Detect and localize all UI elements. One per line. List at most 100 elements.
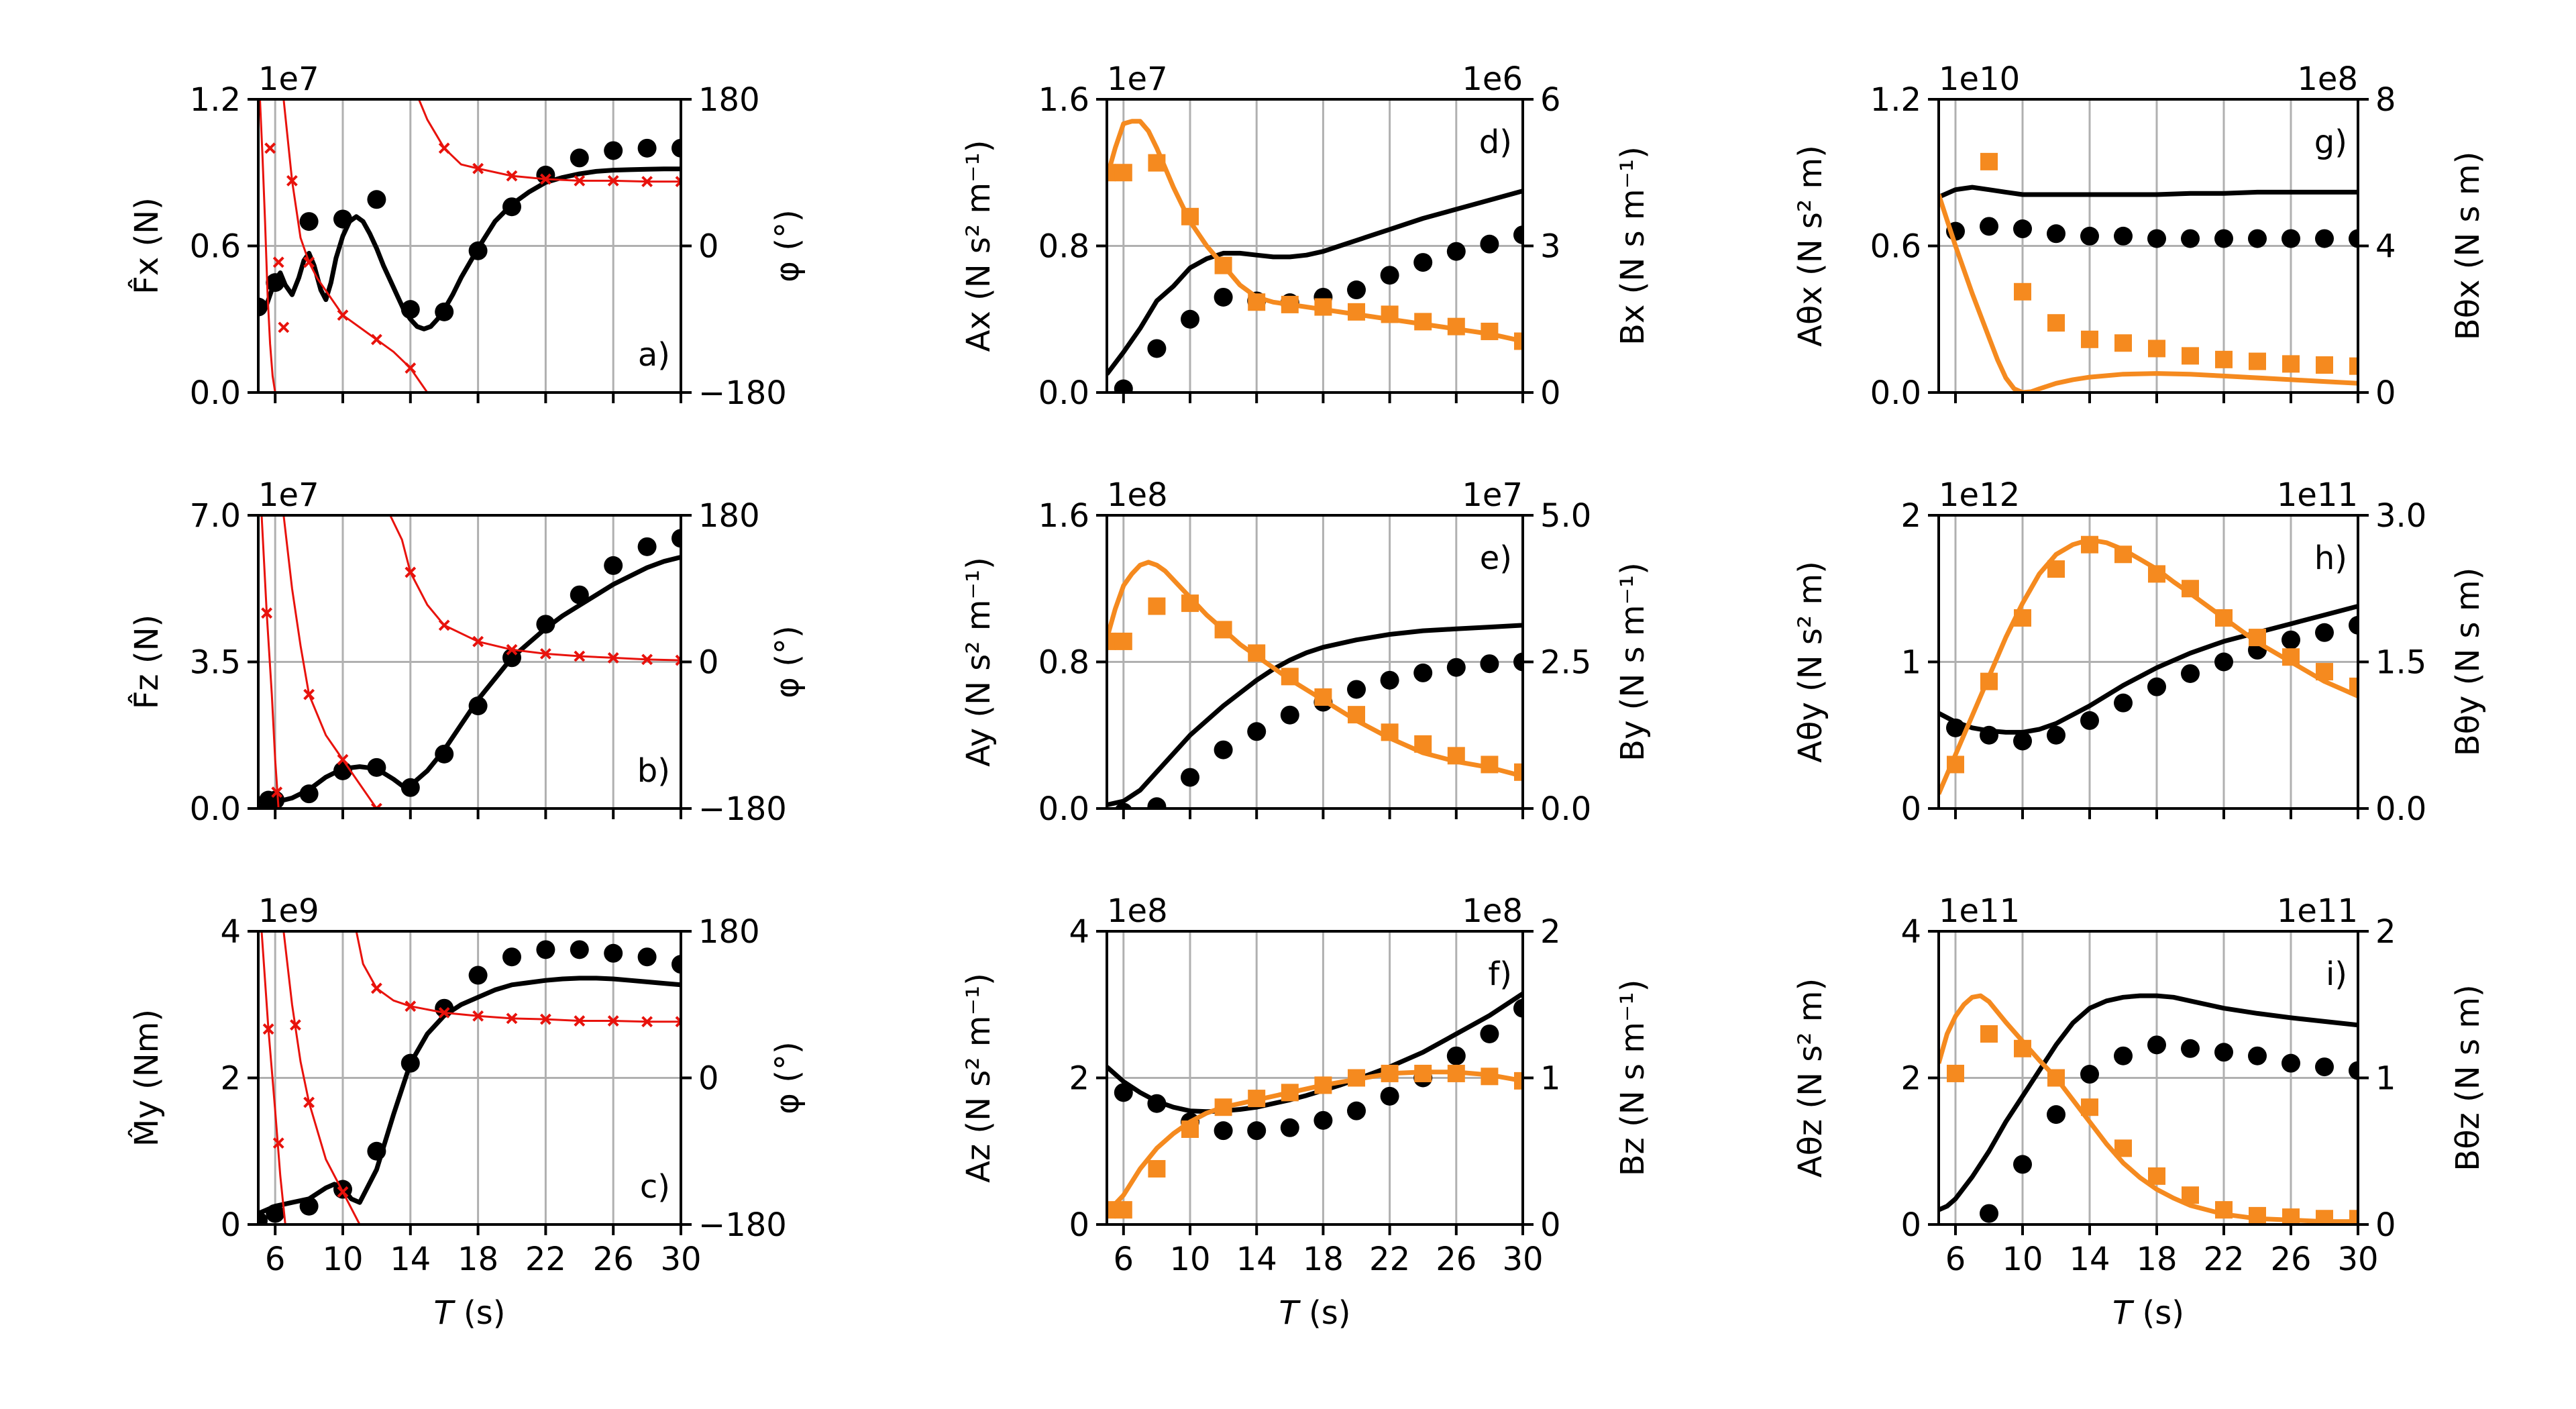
series-line [1107, 189, 1523, 376]
data-point [2114, 226, 2133, 246]
phase-marker [539, 1013, 551, 1025]
series-line [1107, 623, 1523, 807]
y2-tick-label: 1.5 [2375, 644, 2426, 682]
data-point [367, 190, 386, 209]
x-tick-label: 22 [2203, 1241, 2244, 1278]
y-axis-label: Aθx (N s² m) [1792, 145, 1829, 347]
data-point [1947, 1064, 1964, 1082]
data-point [1247, 1121, 1267, 1141]
data-point [604, 943, 623, 963]
panel-i [1928, 930, 2369, 1235]
data-point [1248, 293, 1266, 311]
right-offset-label: 1e11 [2277, 476, 2358, 514]
data-point [672, 955, 681, 974]
y2-tick-label: −180 [698, 790, 787, 828]
series-line [1939, 604, 2358, 735]
y-tick-label: 1 [1900, 644, 1921, 682]
data-point [1214, 1121, 1233, 1141]
data-point [1980, 672, 1998, 690]
data-point [2047, 1105, 2065, 1125]
data-point [1447, 317, 1465, 335]
y2-axis-label: By (N s m⁻¹) [1614, 562, 1652, 762]
data-point [1114, 1083, 1133, 1102]
left-offset-label: 1e7 [1107, 60, 1168, 98]
data-point [1181, 309, 1199, 329]
x-tick-label: 10 [2002, 1241, 2043, 1278]
data-point [1148, 597, 1166, 615]
panel-a [248, 98, 692, 403]
y2-tick-label: 180 [698, 497, 760, 535]
y-tick-label: 0 [1900, 1206, 1921, 1244]
data-point [1181, 207, 1199, 225]
data-point [1446, 242, 1466, 261]
data-point [536, 940, 555, 959]
phase-marker [370, 333, 382, 346]
data-point [1381, 723, 1399, 741]
data-point [1314, 1076, 1332, 1094]
panel-label: i) [2326, 955, 2347, 993]
x-tick-label: 30 [1502, 1241, 1543, 1278]
plot-area [1939, 535, 2358, 795]
left-offset-label: 1e7 [258, 60, 319, 98]
data-point [1114, 164, 1132, 182]
plot-area [258, 931, 681, 1224]
data-point [1114, 802, 1132, 808]
data-point [502, 197, 521, 217]
y-axis-label: Ax (N s² m⁻¹) [960, 140, 998, 352]
panel-g [1928, 98, 2369, 403]
plot-area [258, 515, 681, 808]
data-point [299, 1196, 319, 1216]
series-line [1939, 993, 2358, 1212]
y-tick-label: 0.0 [1038, 790, 1089, 828]
phase-marker [438, 619, 450, 631]
phase-marker [506, 1012, 518, 1025]
panel-d [1096, 98, 1534, 403]
data-point [400, 778, 420, 797]
phase-marker [337, 753, 349, 766]
y-tick-label: 2 [220, 1060, 241, 1098]
data-point [2080, 1065, 2099, 1084]
y2-axis-label: Bθx (N s m) [2449, 152, 2487, 341]
data-point [1980, 1204, 1998, 1223]
x-tick-label: 10 [322, 1241, 363, 1278]
series-line [1107, 119, 1523, 344]
phase-marker [675, 176, 681, 188]
y2-tick-label: 0 [698, 644, 719, 682]
data-point [2148, 565, 2165, 583]
y-tick-label: 0 [220, 1206, 241, 1244]
phase-marker [472, 162, 484, 174]
y-tick-label: 4 [1069, 913, 1089, 951]
data-point [1481, 1067, 1499, 1086]
data-point [1514, 1072, 1523, 1090]
data-point [2182, 580, 2199, 598]
data-point [2249, 1206, 2266, 1224]
data-point [2316, 663, 2333, 681]
y2-tick-label: 0 [1540, 1206, 1561, 1244]
data-point [1414, 1064, 1432, 1082]
data-point [1380, 266, 1399, 285]
data-point [1980, 217, 1998, 236]
phase-marker [438, 142, 450, 154]
y2-tick-label: 3.0 [2375, 497, 2426, 535]
data-point [1446, 658, 1466, 677]
data-point [570, 585, 589, 605]
y2-axis-label: Bx (N s m⁻¹) [1614, 146, 1652, 346]
panel-label: a) [638, 336, 670, 374]
y2-tick-label: 2 [1540, 913, 1561, 951]
series-line [259, 99, 276, 393]
data-point [400, 1053, 420, 1073]
y2-tick-label: 2.5 [1540, 644, 1591, 682]
phase-marker [261, 607, 273, 619]
phase-marker [574, 650, 586, 662]
data-point [672, 138, 681, 158]
data-point [2214, 229, 2233, 248]
phase-marker [271, 786, 283, 798]
data-point [258, 297, 268, 317]
data-point [1248, 1090, 1266, 1108]
data-point [536, 615, 555, 634]
y2-tick-label: 0 [2375, 1206, 2396, 1244]
phase-marker [641, 176, 653, 188]
left-offset-label: 1e9 [258, 892, 319, 930]
plot-area [258, 99, 681, 393]
data-point [2147, 229, 2166, 248]
